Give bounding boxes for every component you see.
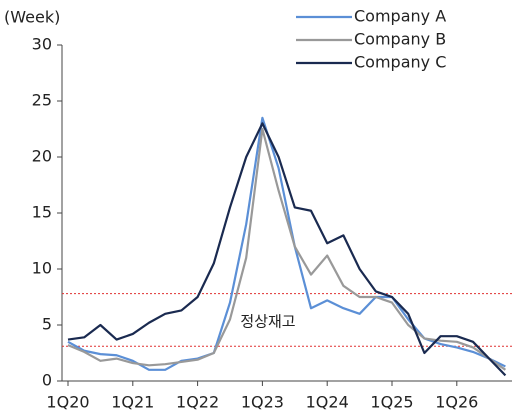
y-tick-label: 10 [32, 259, 52, 278]
legend-label: Company A [354, 7, 446, 26]
legend-label: Company B [354, 30, 446, 49]
series-line [67, 116, 506, 371]
series-line [67, 127, 507, 371]
y-axis-label: (Week) [4, 8, 60, 27]
y-tick-label: 20 [32, 147, 52, 166]
x-tick-label: 1Q26 [435, 393, 478, 412]
x-tick-label: 1Q22 [176, 393, 219, 412]
x-tick-label: 1Q23 [241, 393, 284, 412]
x-tick-label: 1Q21 [111, 393, 154, 412]
y-tick-label: 30 [32, 35, 52, 54]
x-tick-label: 1Q24 [306, 393, 349, 412]
y-tick-label: 0 [42, 371, 52, 390]
annotation: 정상재고 [240, 312, 295, 330]
y-tick-label: 5 [42, 315, 52, 334]
x-tick-label: 1Q25 [370, 393, 413, 412]
legend-label: Company C [354, 53, 446, 72]
series-line [67, 122, 507, 377]
x-tick-label: 1Q20 [46, 393, 89, 412]
y-tick-label: 15 [32, 203, 52, 222]
y-tick-label: 25 [32, 91, 52, 110]
